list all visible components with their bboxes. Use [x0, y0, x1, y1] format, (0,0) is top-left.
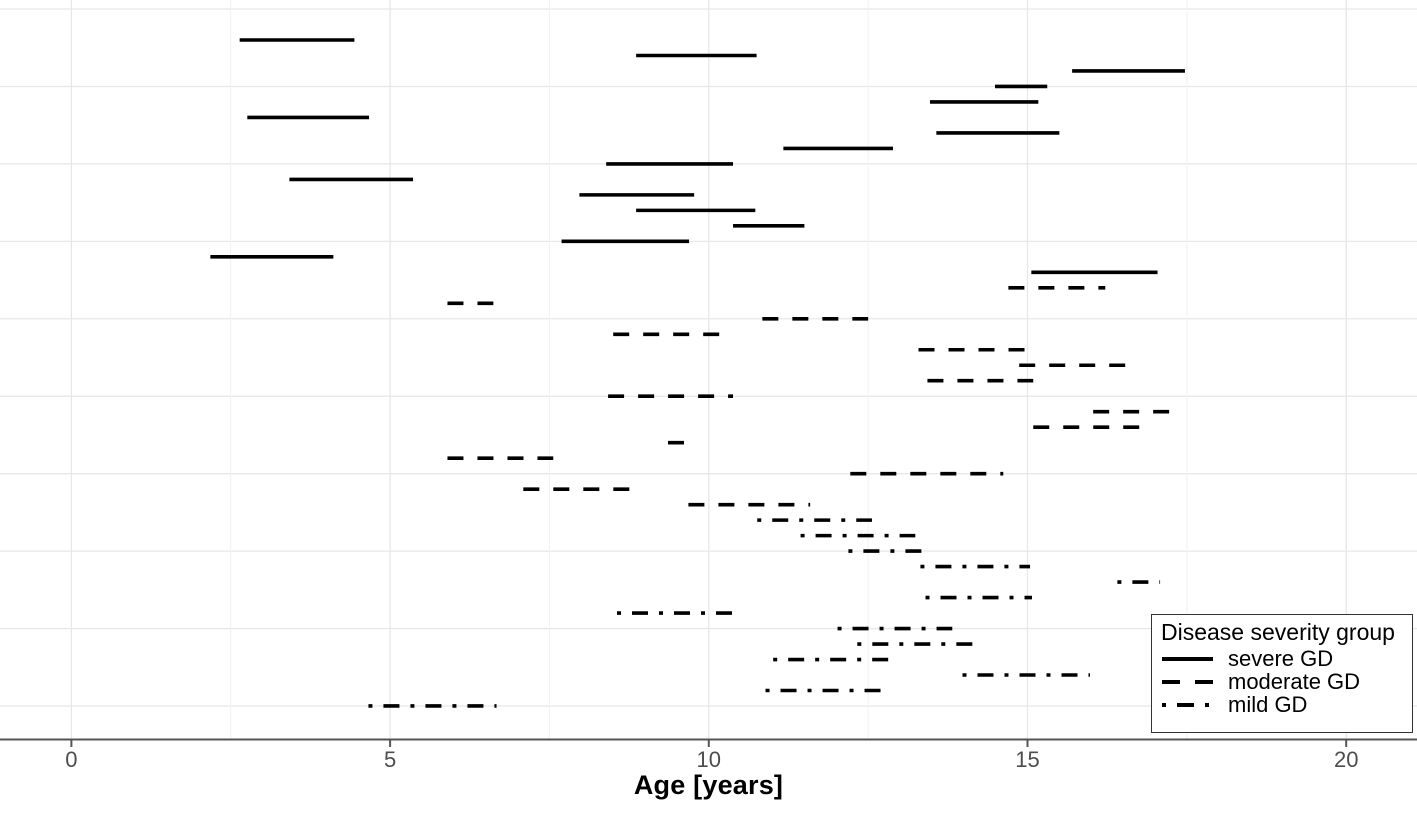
legend: Disease severity group severe GD moderat… [1151, 614, 1413, 733]
x-axis-title: Age [years] [633, 770, 784, 800]
legend-entry-mild: mild GD [1161, 693, 1403, 716]
x-tick-label: 15 [1015, 747, 1039, 772]
x-tick-label: 20 [1334, 747, 1358, 772]
legend-entry-severe: severe GD [1161, 647, 1403, 670]
legend-label-mild: mild GD [1228, 692, 1308, 717]
dash-dot-line-key-icon [1162, 702, 1213, 707]
legend-title: Disease severity group [1161, 619, 1395, 645]
dashed-line-key-icon [1162, 679, 1213, 684]
x-tick-label: 0 [65, 747, 77, 772]
x-tick-label: 10 [697, 747, 721, 772]
solid-line-key-icon [1162, 656, 1213, 661]
legend-label-moderate: moderate GD [1228, 669, 1361, 694]
x-tick-label: 5 [384, 747, 396, 772]
legend-label-severe: severe GD [1228, 646, 1334, 671]
legend-entry-moderate: moderate GD [1161, 670, 1403, 693]
